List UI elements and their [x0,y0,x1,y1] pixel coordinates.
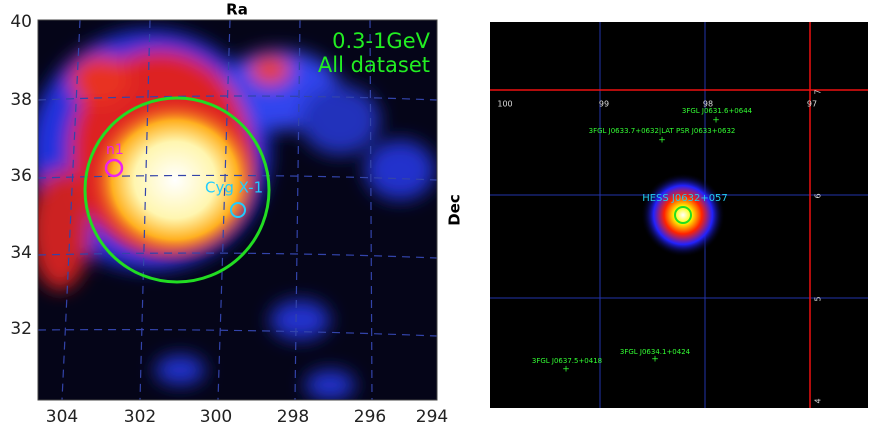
svg-text:+: + [658,136,666,146]
x-tick-label: 294 [416,407,448,427]
x-tick-label: 100 [497,100,512,109]
y-tick-label: 36 [10,166,32,186]
y-tick-label: 38 [10,90,32,110]
source-label: 3FGL J0633.7+0632|LAT PSR J0633+0632 [589,127,736,135]
y-tick-label: 4 [814,398,823,403]
left-map [30,20,437,400]
y-tick-label: 34 [10,243,32,263]
energy-annotation: 0.3-1GeV [332,29,431,53]
y-tick-label: 32 [10,319,32,339]
svg-text:+: + [712,116,720,126]
source-label: 3FGL J0634.1+0424 [620,348,691,356]
svg-text:+: + [651,355,659,365]
x-tick-label: 296 [354,407,386,427]
source-label: HESS J0632+057 [642,193,728,204]
x-tick-label: 298 [277,407,309,427]
y-tick-label: 5 [814,296,823,301]
figure: Ra Dec 40 38 36 34 32 304 302 300 298 29… [0,0,870,430]
x-tick-label: 97 [807,100,817,109]
source-label: 3FGL J0631.6+0644 [682,107,753,115]
y-tick-label: 7 [814,89,823,94]
source-label: n1 [106,142,124,158]
x-tick-label: 302 [124,407,156,427]
y-axis-label: Dec [446,194,464,226]
x-tick-label: 300 [200,407,232,427]
y-tick-label: 6 [814,193,823,198]
x-axis-label: Ra [226,1,248,19]
dataset-annotation: All dataset [318,53,430,77]
x-tick-label: 99 [599,100,609,109]
y-tick-label: 40 [10,12,32,32]
source-label: Cyg X-1 [205,179,263,197]
svg-text:+: + [562,365,570,375]
x-tick-label: 304 [46,407,78,427]
source-label: 3FGL J0637.5+0418 [532,357,602,365]
